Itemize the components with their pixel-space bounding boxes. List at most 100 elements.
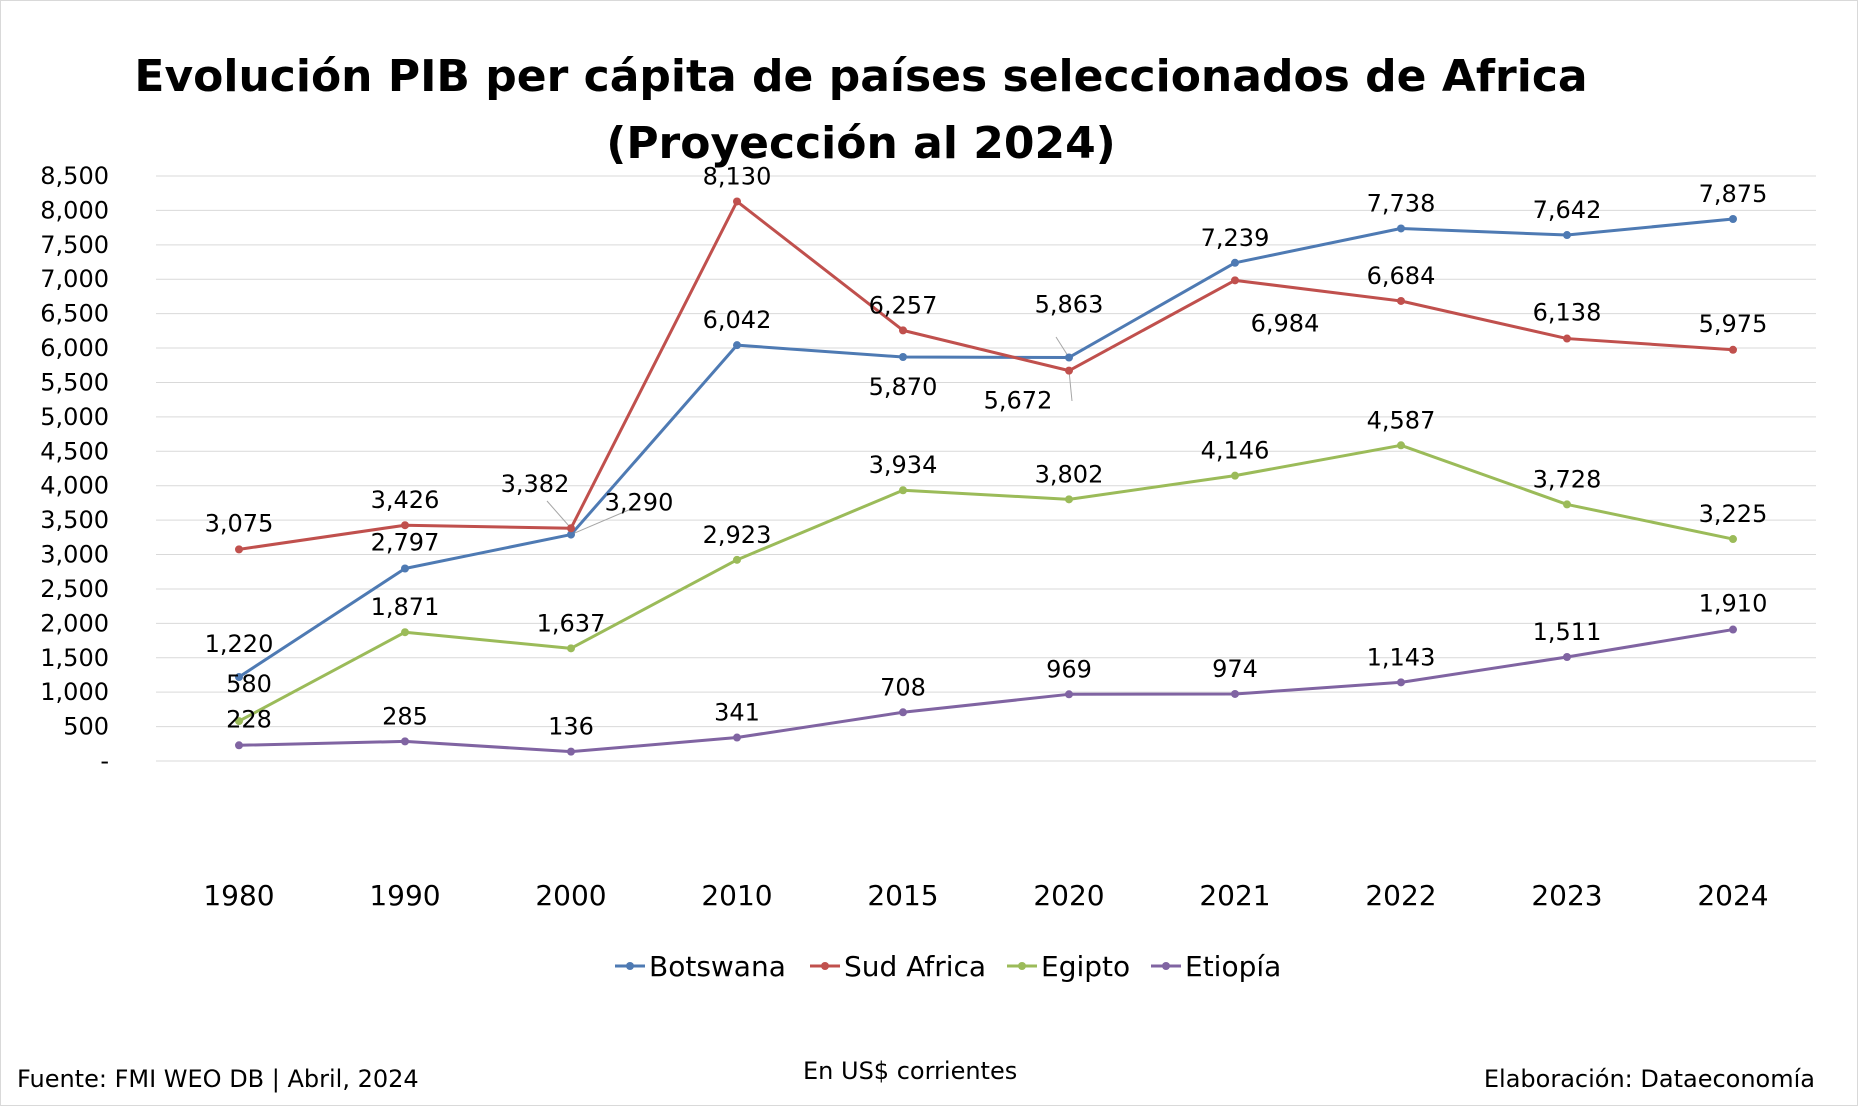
data-point-botswana [401,564,409,573]
data-point-sud-africa [1231,276,1239,285]
x-tick-label: 2010 [701,879,772,912]
data-point-etiopia [899,708,907,717]
data-point-egipto [401,628,409,637]
y-tick-label: 1,000 [40,678,109,706]
data-point-etiopia [1563,653,1571,662]
leader-line [1068,370,1073,402]
data-label-botswana: 1,220 [205,630,274,658]
y-tick-label: 7,000 [40,265,109,293]
y-tick-label: 4,000 [40,472,109,500]
data-label-egipto: 2,923 [703,521,772,549]
series-etiopia [235,625,1737,756]
x-tick-label: 2020 [1033,879,1104,912]
y-tick-label: 5,000 [40,403,109,431]
legend-label-botswana: Botswana [649,950,786,983]
legend-marker-egipto [1018,962,1026,970]
legend-marker-sud-africa [821,962,829,970]
data-label-etiopia: 1,910 [1699,590,1768,618]
data-point-etiopia [235,741,243,750]
series-line-egipto [238,443,1734,723]
y-tick-label: 3,000 [40,541,109,569]
legend-label-sud-africa: Sud Africa [844,950,986,983]
data-point-sud-africa [733,197,741,206]
x-tick-label: 2024 [1697,879,1768,912]
y-tick-label: 3,500 [40,506,109,534]
data-point-etiopia [733,733,741,742]
data-point-botswana [899,353,907,362]
data-point-egipto [235,717,243,726]
data-label-etiopia: 1,143 [1367,643,1436,671]
leader-line [1055,336,1070,358]
x-tick-label: 1990 [369,879,440,912]
chart-title-line-1: Evolución PIB per cápita de países selec… [134,51,1587,102]
legend-label-etiopia: Etiopía [1185,950,1281,983]
x-axis-ticks: 1980 1990 2000 2010 2015 2020 2021 2022 2023 2024 [203,879,1768,912]
gridlines [156,175,1816,762]
data-point-egipto [1397,441,1405,450]
data-label-etiopia: 228 [226,705,272,733]
data-point-botswana [1729,215,1737,224]
y-tick-label: 2,000 [40,609,109,637]
data-point-sud-africa [235,545,243,554]
data-label-etiopia: 708 [880,673,926,701]
y-tick-label: 8,500 [40,162,109,190]
data-label-etiopia: 136 [548,713,594,741]
data-point-egipto [567,644,575,653]
data-point-sud-africa [1397,296,1405,305]
data-point-sud-africa [1729,345,1737,354]
data-label-egipto: 3,934 [869,451,938,479]
data-label-sud-africa: 5,975 [1699,310,1768,338]
data-label-sud-africa: 3,426 [371,486,440,514]
data-label-egipto: 3,728 [1533,465,1602,493]
units-note: En US$ corrientes [803,1057,1018,1085]
y-tick-label: 6,500 [40,300,109,328]
data-label-sud-africa: 6,684 [1367,262,1436,290]
y-tick-label: 5,500 [40,368,109,396]
data-label-sud-africa: 6,984 [1251,309,1320,337]
data-label-sud-africa: 3,075 [205,509,274,537]
data-point-etiopia [401,737,409,746]
legend-label-egipto: Egipto [1041,950,1130,983]
data-point-egipto [1231,471,1239,480]
data-point-botswana [1563,231,1571,240]
data-label-botswana: 3,290 [605,489,674,517]
y-tick-label: 500 [63,713,109,741]
x-tick-label: 2000 [535,879,606,912]
data-point-etiopia [1397,678,1405,687]
y-tick-label: 2,500 [40,575,109,603]
data-point-botswana [1065,353,1073,362]
y-axis-ticks: 8,500 8,000 7,500 7,000 6,500 6,000 5,500 5,000… [40,162,109,775]
credit-note: Elaboración: Dataeconomía [1483,1065,1815,1093]
data-point-egipto [1563,500,1571,509]
legend-marker-etiopia [1162,962,1170,970]
data-label-egipto: 1,637 [537,609,606,637]
leader-line [546,500,572,529]
data-point-sud-africa [1065,366,1073,375]
leader-line [570,508,632,536]
data-label-egipto: 1,871 [371,593,440,621]
source-note: Fuente: FMI WEO DB | Abril, 2024 [17,1065,419,1093]
data-label-sud-africa: 8,130 [703,162,772,190]
data-label-botswana: 7,642 [1533,196,1602,224]
series-egipto [235,441,1737,726]
data-label-botswana: 5,870 [869,373,938,401]
series-line-sud-africa [238,199,1734,551]
series-line-etiopia [238,628,1734,754]
data-label-egipto: 4,587 [1367,406,1436,434]
data-label-botswana: 7,875 [1699,180,1768,208]
y-tick-label: 7,500 [40,231,109,259]
data-label-egipto: 580 [226,670,272,698]
y-tick-label: - [100,747,109,775]
data-label-etiopia: 285 [382,702,428,730]
data-label-sud-africa: 5,672 [984,387,1053,415]
data-label-etiopia: 341 [714,699,760,727]
legend-item-egipto: Egipto [1007,950,1130,983]
data-label-botswana: 7,738 [1367,189,1436,217]
data-point-egipto [733,555,741,564]
legend: Botswana Sud Africa Egipto Etiopía [615,950,1281,983]
x-tick-label: 2015 [867,879,938,912]
y-tick-label: 8,000 [40,196,109,224]
data-point-sud-africa [1563,334,1571,343]
data-label-sud-africa: 3,382 [501,470,570,498]
